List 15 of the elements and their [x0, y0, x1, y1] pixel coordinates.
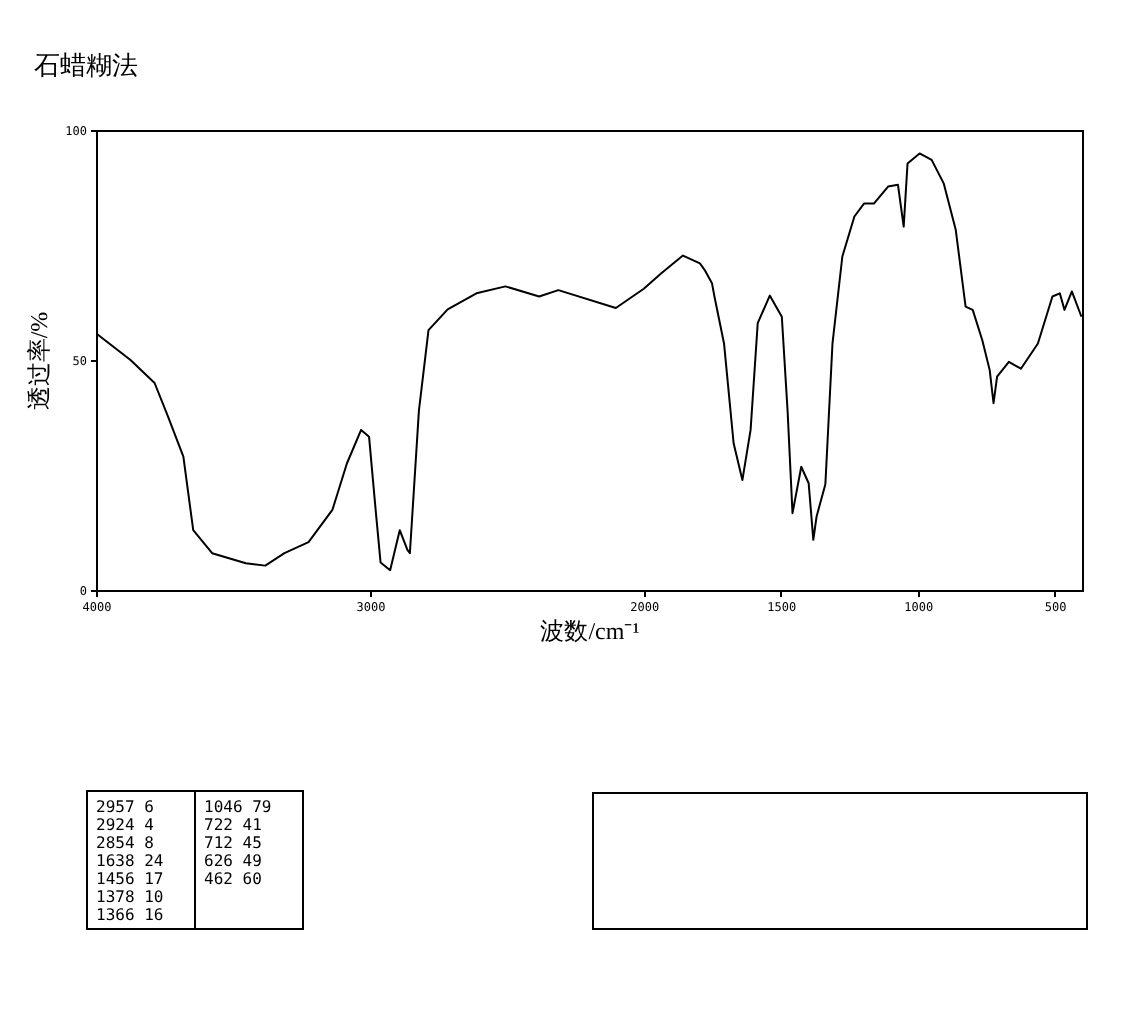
text: 1638 24	[96, 852, 164, 870]
x-axis-title: 波数/cm⁻¹	[540, 617, 641, 645]
text: 2957 6	[96, 798, 154, 816]
text: 712 45	[204, 834, 262, 852]
text: 462 60	[204, 870, 262, 888]
text: 722 41	[204, 816, 262, 834]
text: 1046 79	[204, 798, 272, 816]
chart-title: 石蜡糊法	[34, 50, 139, 80]
text: 2854 8	[96, 834, 154, 852]
y-axis-title: 透过率/%	[25, 311, 54, 411]
text: 1366 16	[96, 906, 164, 924]
text: 1456 17	[96, 870, 164, 888]
text: 626 49	[204, 852, 262, 870]
text: 2924 4	[96, 816, 154, 834]
text: 1378 10	[96, 888, 164, 906]
